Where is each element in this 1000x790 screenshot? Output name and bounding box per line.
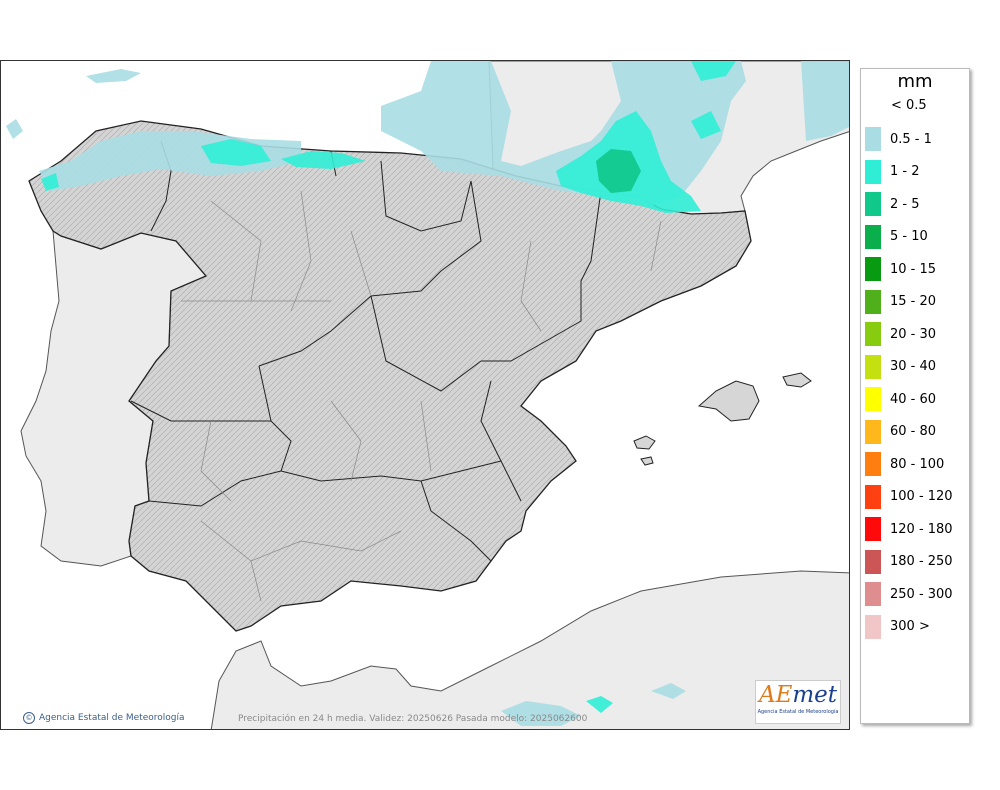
province-boundaries: [181, 190, 662, 602]
legend-item: 300 >: [861, 611, 969, 644]
legend-label: 300 >: [890, 619, 930, 635]
credit-text: Agencia Estatal de Meteorología: [39, 713, 185, 723]
formentera-island: [640, 456, 654, 466]
legend-label: 40 - 60: [890, 391, 937, 407]
legend-item: 1 - 2: [861, 156, 969, 189]
map-canvas: [6, 61, 849, 729]
legend-swatch: [865, 354, 881, 379]
precipitation-overlay: [6, 61, 849, 726]
legend-item: 80 - 100: [861, 448, 969, 481]
legend-swatch: [865, 387, 881, 412]
legend-label: 100 - 120: [890, 489, 953, 505]
legend-label: 20 - 30: [890, 326, 937, 342]
logo-wordmark: AEmet: [758, 682, 838, 708]
legend-item: 30 - 40: [861, 351, 969, 384]
mallorca-island: [697, 380, 760, 422]
legend-item: 180 - 250: [861, 546, 969, 579]
legend-item: 20 - 30: [861, 318, 969, 351]
legend-unit: mm: [897, 71, 933, 92]
legend-swatch: [865, 257, 881, 282]
legend-item: 10 - 15: [861, 253, 969, 286]
legend-item: 15 - 20: [861, 286, 969, 319]
legend-item: 40 - 60: [861, 383, 969, 416]
legend-swatch: [865, 549, 881, 574]
aemet-logo: AEmet Agencia Estatal de Meteorología: [755, 680, 841, 724]
legend-classes: 0.5 - 1 1 - 2 2 - 5 5 - 10 10 - 15 15 - 20 20 …: [861, 123, 969, 643]
legend-swatch: [865, 224, 881, 249]
legend-label: 2 - 5: [890, 196, 920, 212]
legend-swatch: [865, 517, 881, 542]
menorca-island: [782, 372, 812, 388]
legend-label: 120 - 180: [890, 521, 953, 537]
logo-subtitle: Agencia Estatal de Meteorología: [757, 709, 839, 715]
precipitation-legend: mm < 0.5 0.5 - 1 1 - 2 2 - 5 5 - 10 10 - 15 1…: [860, 68, 970, 724]
legend-label: 5 - 10: [890, 229, 928, 245]
ibiza-island: [633, 435, 656, 450]
copyright-icon: ©: [23, 712, 35, 724]
legend-swatch: [865, 484, 881, 509]
legend-item: 2 - 5: [861, 188, 969, 221]
legend-label: 60 - 80: [890, 424, 937, 440]
legend-item: 0.5 - 1: [861, 123, 969, 156]
legend-swatch: [865, 582, 881, 607]
legend-swatch: [865, 322, 881, 347]
legend-swatch: [865, 614, 881, 639]
legend-item: 250 - 300: [861, 578, 969, 611]
legend-swatch: [865, 127, 881, 152]
legend-item: 100 - 120: [861, 481, 969, 514]
legend-swatch: [865, 159, 881, 184]
legend-label: 15 - 20: [890, 294, 937, 310]
legend-below-threshold: < 0.5: [891, 98, 927, 113]
legend-label: 0.5 - 1: [890, 131, 932, 147]
precipitation-map: © Agencia Estatal de Meteorología Precip…: [0, 60, 850, 730]
legend-label: 180 - 250: [890, 554, 953, 570]
legend-swatch: [865, 289, 881, 314]
legend-swatch: [865, 452, 881, 477]
legend-label: 1 - 2: [890, 164, 920, 180]
legend-label: 10 - 15: [890, 261, 937, 277]
aemet-credit: © Agencia Estatal de Meteorología: [23, 712, 185, 724]
legend-label: 80 - 100: [890, 456, 945, 472]
legend-swatch: [865, 419, 881, 444]
legend-item: 60 - 80: [861, 416, 969, 449]
north-africa-land: [210, 570, 849, 729]
map-caption: Precipitación en 24 h media. Validez: 20…: [238, 714, 588, 724]
legend-label: 30 - 40: [890, 359, 937, 375]
region-boundaries: [130, 140, 602, 562]
legend-label: 250 - 300: [890, 586, 953, 602]
legend-item: 120 - 180: [861, 513, 969, 546]
legend-swatch: [865, 192, 881, 217]
legend-item: 5 - 10: [861, 221, 969, 254]
